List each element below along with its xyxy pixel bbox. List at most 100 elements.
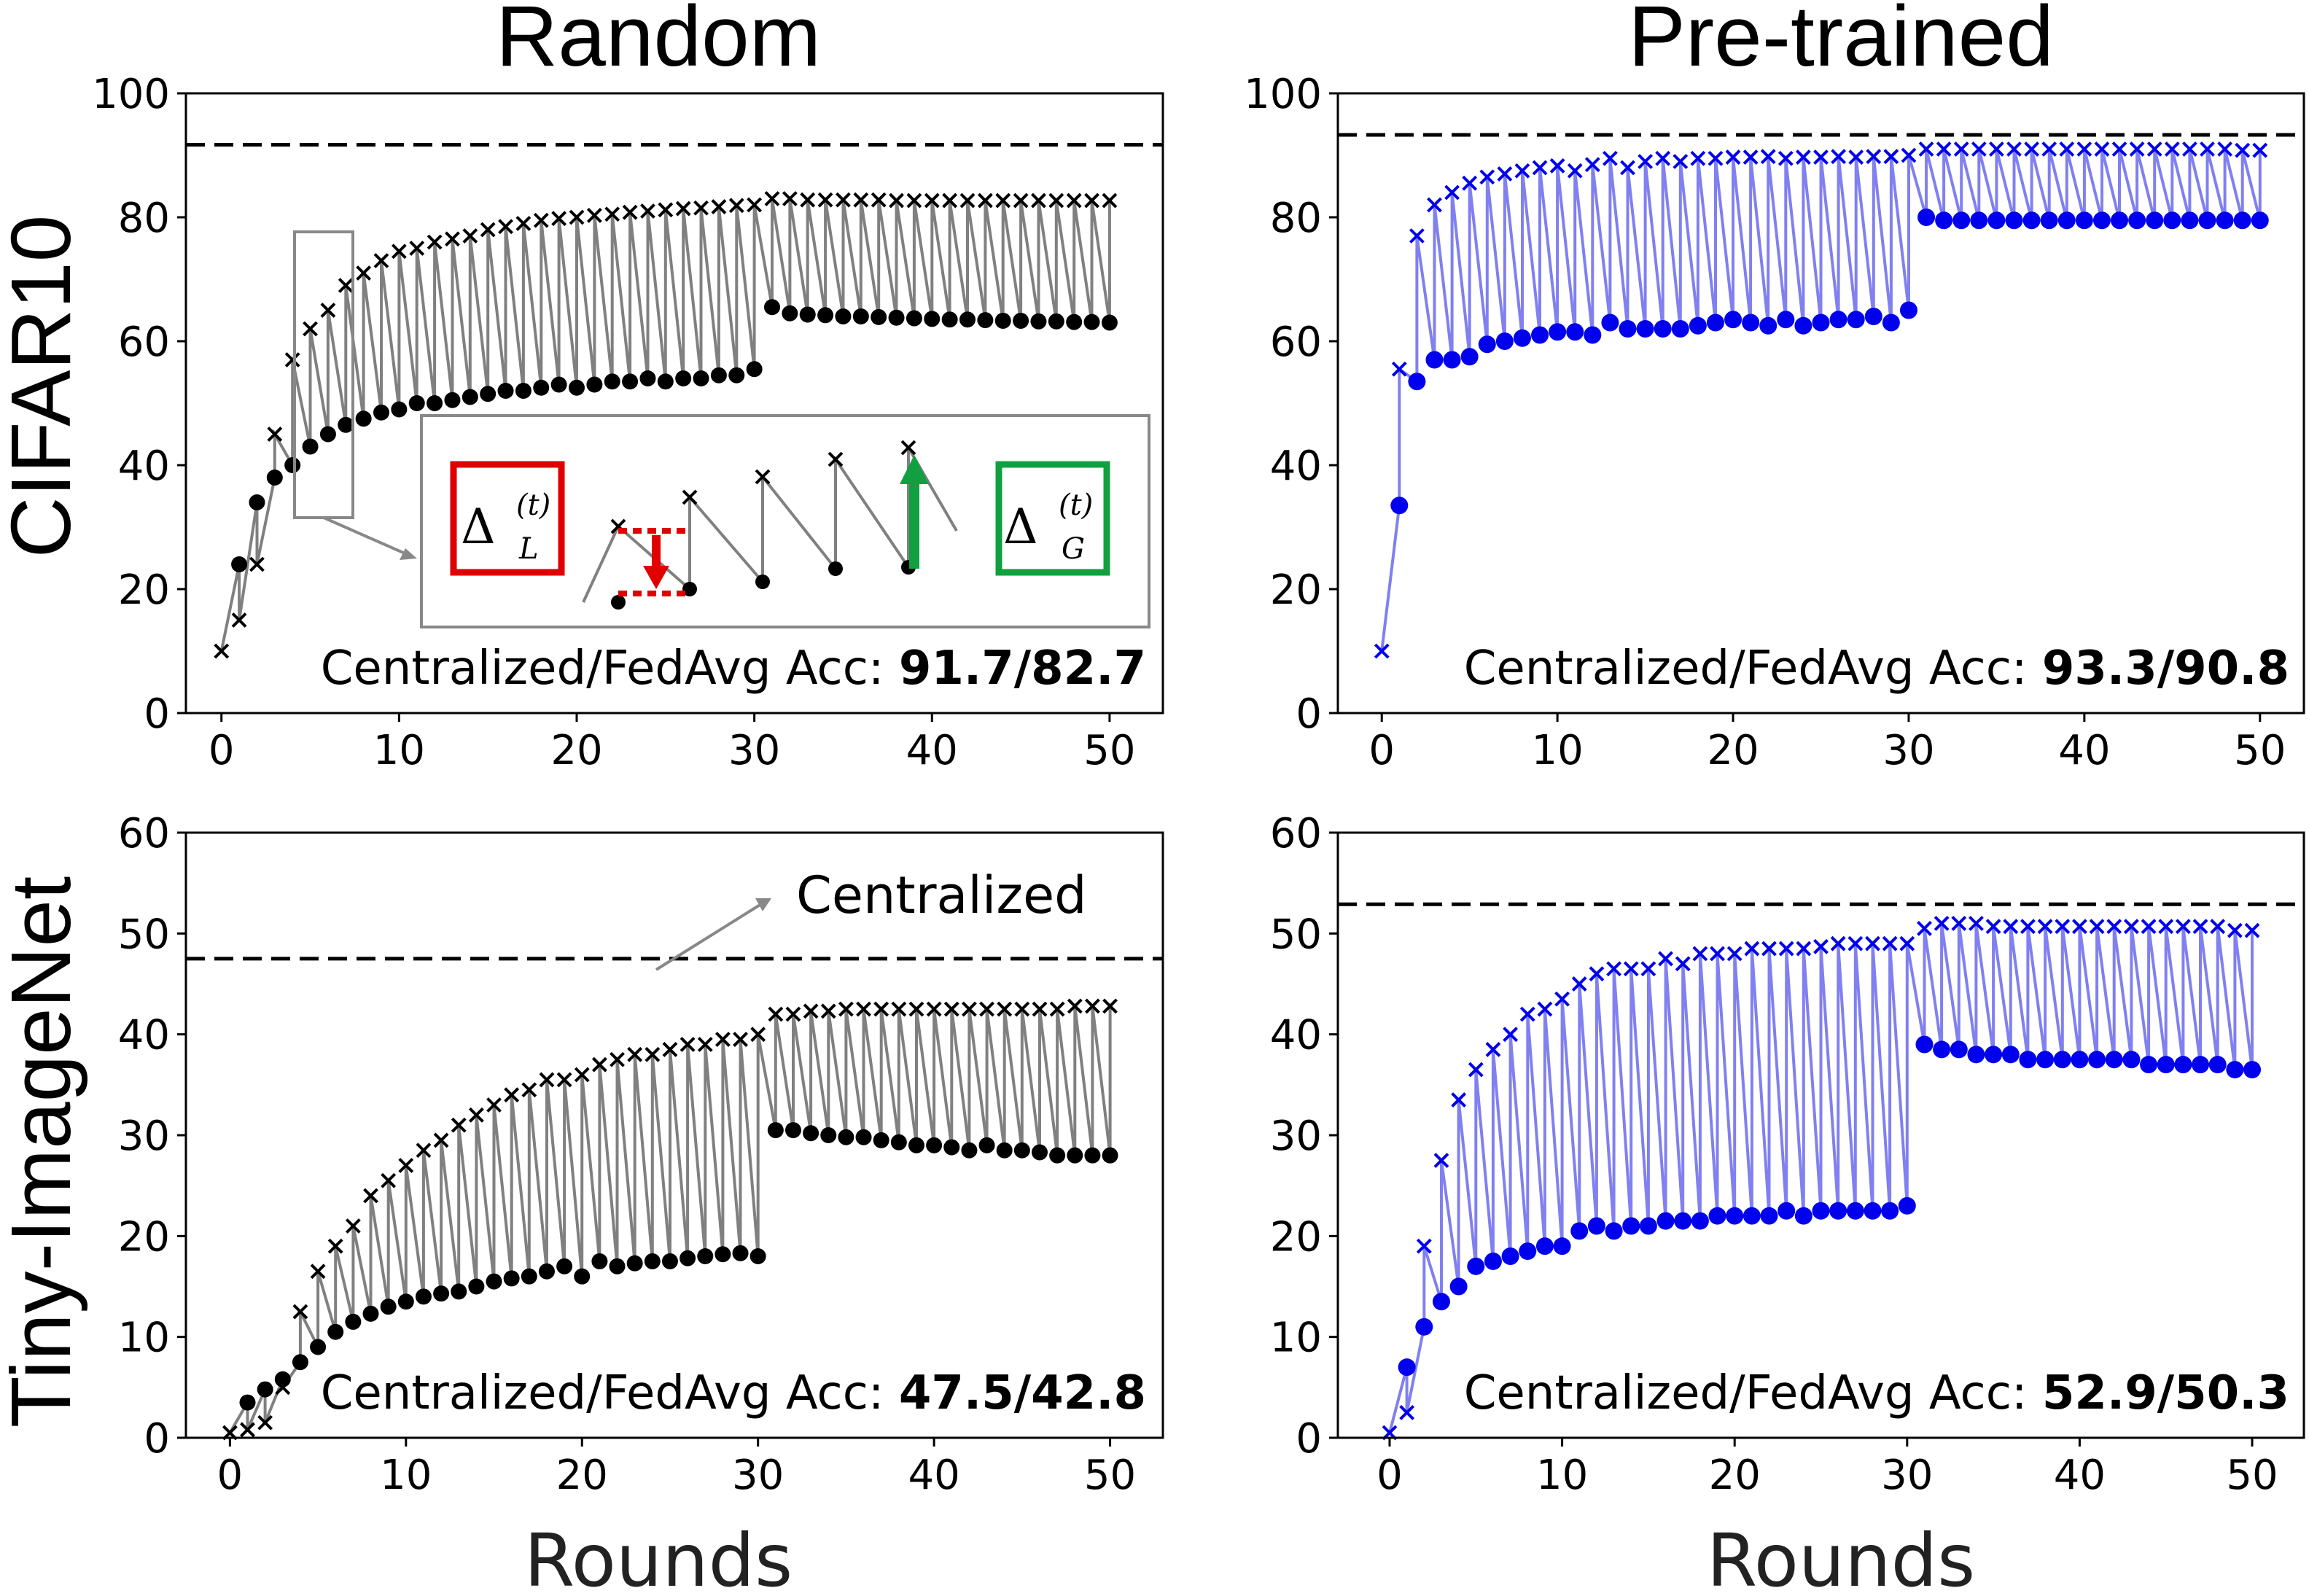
accuracy-annotation: Centralized/FedAvg Acc: 93.3/90.8 [1464, 642, 2289, 696]
local-accuracy-point [338, 416, 354, 433]
x-tick-label: 10 [1536, 1452, 1588, 1499]
global-accuracy-point [714, 1032, 731, 1047]
local-accuracy-point [1671, 320, 1689, 338]
global-accuracy-point [433, 1132, 449, 1148]
global-accuracy-point [961, 1001, 977, 1017]
local-accuracy-point [2071, 1051, 2089, 1069]
local-accuracy-point [2174, 1056, 2192, 1074]
global-accuracy-point [320, 303, 336, 318]
local-accuracy-point [451, 1283, 467, 1300]
x-tick-label: 10 [380, 1452, 432, 1499]
local-accuracy-point [1917, 209, 1936, 226]
global-accuracy-point [1883, 149, 1899, 165]
local-accuracy-point [1432, 1293, 1450, 1311]
delta-inset: Δ (t) L Δ (t) G [420, 414, 1150, 628]
inset-curve-segment [761, 475, 837, 570]
global-accuracy-point [2164, 141, 2180, 157]
y-tick-label: 60 [1270, 810, 1322, 857]
global-accuracy-point [1433, 1153, 1449, 1168]
inset-global-point [755, 469, 771, 485]
local-accuracy-point [1952, 211, 1971, 230]
global-accuracy-point [1444, 184, 1460, 201]
column-title-random: Random [496, 0, 821, 85]
global-accuracy-point [338, 278, 354, 293]
global-accuracy-point [1031, 192, 1046, 209]
global-accuracy-point [2076, 141, 2092, 157]
local-accuracy-point [749, 1248, 766, 1264]
global-accuracy-point [1032, 1001, 1048, 1017]
y-tick-label: 10 [118, 1315, 170, 1362]
global-accuracy-point [1571, 976, 1587, 992]
global-accuracy-point [800, 192, 816, 208]
global-accuracy-point [409, 241, 425, 256]
global-accuracy-point [1847, 935, 1864, 951]
local-accuracy-point [574, 1268, 591, 1285]
local-accuracy-point [427, 395, 443, 411]
global-accuracy-point [2129, 141, 2145, 157]
global-accuracy-point [1584, 157, 1600, 173]
global-accuracy-point [782, 191, 798, 206]
global-accuracy-point [1951, 916, 1967, 931]
global-accuracy-point [1778, 941, 1794, 957]
local-accuracy-point [2233, 211, 2251, 230]
local-accuracy-point [274, 1371, 291, 1387]
global-accuracy-point [2235, 142, 2251, 158]
y-tick-label: 60 [118, 319, 170, 366]
accuracy-annotation-label: Centralized/FedAvg Acc: [321, 642, 899, 696]
local-accuracy-point [1013, 1142, 1030, 1159]
local-accuracy-point [444, 392, 461, 408]
accuracy-trajectory-line [1380, 149, 2262, 652]
global-accuracy-point [1427, 197, 1442, 213]
local-accuracy-point [2053, 1051, 2071, 1069]
global-accuracy-point [640, 203, 655, 219]
global-accuracy-point [1567, 163, 1583, 179]
x-tick-label: 10 [373, 727, 425, 774]
global-accuracy-point [1726, 946, 1743, 962]
local-accuracy-point [1049, 1147, 1066, 1164]
centralized-annotation: Centralized [655, 865, 1087, 971]
local-accuracy-point [1639, 1217, 1657, 1235]
local-accuracy-point [961, 1142, 978, 1159]
global-accuracy-point [1866, 149, 1882, 165]
local-accuracy-point [996, 1142, 1013, 1159]
local-accuracy-point [2163, 211, 2181, 230]
global-accuracy-point [1744, 941, 1760, 957]
y-tick-label: 40 [1270, 443, 1322, 490]
global-accuracy-point [1710, 946, 1725, 962]
y-tick-label: 20 [1270, 1213, 1322, 1261]
global-accuracy-point [693, 200, 709, 216]
global-accuracy-point [924, 192, 940, 209]
x-tick-label: 30 [1882, 727, 1934, 774]
local-accuracy-point [906, 310, 922, 327]
global-accuracy-point [697, 1037, 713, 1052]
local-accuracy-point [710, 367, 727, 384]
local-accuracy-point [1829, 311, 1847, 329]
local-accuracy-point [977, 312, 994, 329]
local-accuracy-point [1102, 1147, 1118, 1164]
global-accuracy-point [1690, 150, 1706, 166]
global-accuracy-point [1620, 160, 1635, 176]
y-tick-label: 50 [1270, 911, 1322, 958]
local-accuracy-point [239, 1394, 256, 1411]
global-accuracy-point [257, 1414, 273, 1430]
global-accuracy-point [1796, 941, 1812, 957]
local-accuracy-point [1967, 1046, 1985, 1064]
local-accuracy-point [1777, 311, 1795, 329]
local-accuracy-point [817, 307, 834, 324]
global-accuracy-point [551, 211, 567, 227]
accuracy-annotation: Centralized/FedAvg Acc: 52.9/50.3 [1464, 1366, 2289, 1420]
global-accuracy-point [303, 321, 318, 337]
global-accuracy-point [275, 1379, 291, 1395]
global-accuracy-point [2094, 141, 2110, 157]
delta-G-subscript: G [1062, 532, 1085, 566]
local-accuracy-point [1636, 320, 1654, 338]
local-accuracy-point [1847, 311, 1865, 329]
chart-panel-pretrained-cifar10: 0 10 20 30 40 50 0 20 40 60 80 100 Centralized/FedAv… [1244, 71, 2305, 774]
inset-local-point [828, 561, 843, 576]
accuracy-trajectory-line [1388, 923, 2254, 1433]
global-accuracy-point [1673, 154, 1689, 169]
local-accuracy-point [838, 1129, 854, 1145]
global-accuracy-point [768, 1006, 784, 1022]
local-accuracy-point [249, 494, 265, 510]
local-accuracy-point [310, 1339, 327, 1355]
